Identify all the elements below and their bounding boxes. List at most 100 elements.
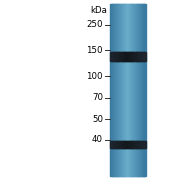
Bar	[111, 4, 112, 176]
Bar	[114, 141, 115, 148]
Bar	[139, 52, 140, 61]
Bar	[120, 141, 121, 148]
Bar	[133, 4, 134, 176]
Bar	[140, 4, 141, 176]
Bar	[118, 4, 119, 176]
Bar	[122, 4, 123, 176]
Bar	[143, 52, 144, 61]
Bar	[140, 52, 141, 61]
Bar	[123, 4, 124, 176]
Bar	[125, 141, 126, 148]
Bar	[119, 141, 120, 148]
Bar	[134, 4, 136, 176]
Bar	[120, 4, 121, 176]
Text: 250: 250	[87, 20, 103, 29]
Bar	[142, 141, 143, 148]
Bar	[120, 141, 122, 148]
Bar	[127, 52, 129, 61]
Bar	[119, 4, 120, 176]
Bar	[116, 141, 117, 148]
Bar	[124, 4, 125, 176]
Bar	[120, 52, 121, 61]
Bar	[123, 141, 125, 148]
Bar	[144, 4, 145, 176]
Bar	[113, 141, 114, 148]
Bar	[126, 141, 127, 148]
Bar	[116, 4, 118, 176]
Bar	[115, 141, 116, 148]
Bar	[116, 4, 117, 176]
Bar	[112, 4, 113, 176]
Bar	[137, 141, 138, 148]
Bar	[135, 4, 136, 176]
Bar	[143, 52, 144, 61]
Bar	[114, 52, 115, 61]
Bar	[133, 52, 134, 61]
Bar	[114, 141, 115, 148]
Bar	[130, 52, 132, 61]
Bar	[144, 4, 145, 176]
Bar	[138, 52, 139, 61]
Bar	[122, 4, 123, 176]
Bar	[122, 52, 123, 61]
Bar	[125, 52, 126, 61]
Bar	[136, 52, 137, 61]
Bar	[130, 4, 131, 176]
Bar	[131, 4, 132, 176]
Text: 100: 100	[87, 72, 103, 81]
Bar	[126, 52, 127, 61]
Bar	[111, 141, 112, 148]
Bar	[138, 4, 139, 176]
Bar	[117, 4, 118, 176]
Bar	[140, 141, 141, 148]
Bar	[136, 52, 137, 61]
Bar	[125, 141, 126, 148]
Bar	[123, 141, 124, 148]
Bar	[127, 52, 128, 61]
Bar	[129, 141, 130, 148]
Bar	[139, 52, 140, 61]
Bar	[119, 4, 120, 176]
Bar	[123, 52, 125, 61]
Bar	[140, 52, 141, 61]
Bar	[141, 141, 143, 148]
Bar	[133, 52, 134, 61]
Bar	[132, 4, 133, 176]
Bar	[143, 4, 144, 176]
Bar	[137, 4, 138, 176]
Bar	[119, 52, 120, 61]
Bar	[129, 52, 130, 61]
Bar	[139, 141, 140, 148]
Bar	[116, 141, 118, 148]
Bar	[122, 52, 123, 61]
Bar	[122, 141, 123, 148]
Bar	[141, 52, 143, 61]
Bar	[121, 4, 122, 176]
Bar	[134, 4, 135, 176]
Bar	[112, 52, 113, 61]
Bar	[144, 141, 145, 148]
Bar	[117, 141, 118, 148]
Bar	[127, 4, 129, 176]
Bar	[120, 52, 122, 61]
Bar	[115, 52, 116, 61]
Bar	[138, 141, 139, 148]
Bar	[115, 4, 116, 176]
Bar	[140, 141, 141, 148]
Bar	[137, 52, 138, 61]
Bar	[124, 141, 125, 148]
Bar	[120, 4, 122, 176]
Bar	[143, 141, 144, 148]
Bar	[125, 4, 126, 176]
Bar	[129, 4, 130, 176]
Text: kDa: kDa	[90, 6, 107, 15]
Bar	[130, 141, 132, 148]
Bar	[125, 52, 126, 61]
Bar	[139, 141, 140, 148]
Bar	[132, 52, 133, 61]
Bar	[132, 141, 133, 148]
Bar	[114, 52, 115, 61]
Bar	[118, 141, 119, 148]
Bar	[113, 52, 114, 61]
Bar	[135, 141, 136, 148]
